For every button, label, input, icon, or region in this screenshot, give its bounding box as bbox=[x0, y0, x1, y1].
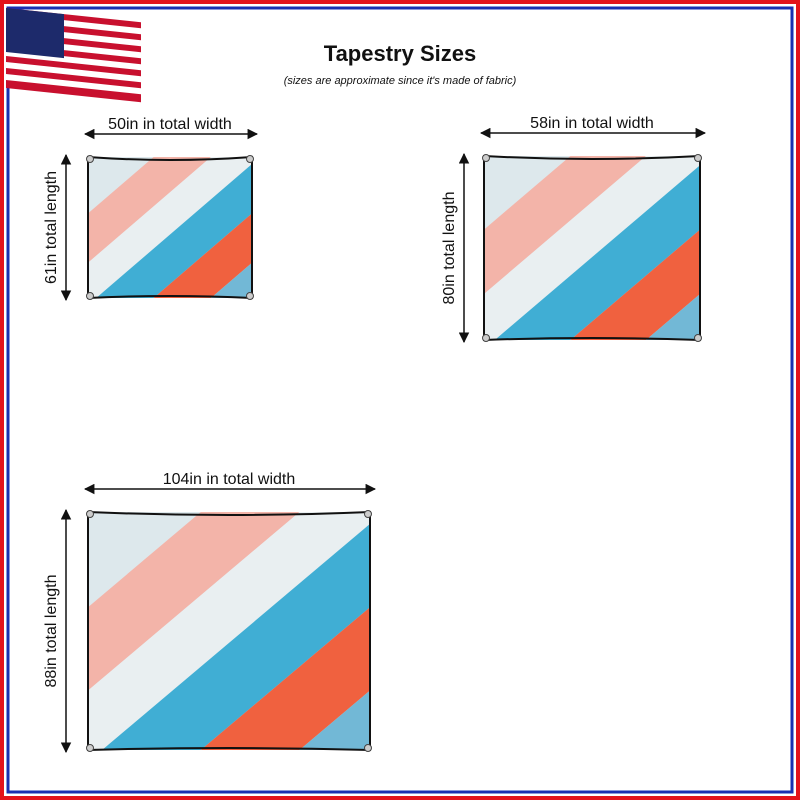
grommet bbox=[482, 334, 490, 342]
tapestry-size: 50in in total width 61in total length bbox=[43, 116, 259, 302]
grommet bbox=[364, 744, 372, 752]
tapestry bbox=[88, 512, 370, 750]
flag bbox=[6, 8, 141, 103]
tapestry bbox=[484, 156, 700, 340]
grommet bbox=[364, 510, 372, 518]
grommet bbox=[694, 154, 702, 162]
width-label: 104in in total width bbox=[163, 471, 296, 488]
grommet bbox=[246, 155, 254, 163]
subtitle: (sizes are approximate since it's made o… bbox=[284, 75, 517, 87]
tapestry bbox=[88, 157, 252, 298]
grommet bbox=[86, 155, 94, 163]
grommet bbox=[482, 154, 490, 162]
frame-blue bbox=[6, 6, 794, 794]
grommet bbox=[86, 292, 94, 300]
length-label: 80in total length bbox=[441, 192, 458, 305]
tapestry-size: 58in in total width 80in total length bbox=[441, 115, 707, 344]
width-label: 50in in total width bbox=[108, 116, 232, 133]
grommet bbox=[246, 292, 254, 300]
grommet bbox=[86, 510, 94, 518]
tapestry-size: 104in in total width 88in total length bbox=[43, 471, 377, 754]
grommet bbox=[86, 744, 94, 752]
width-label: 58in in total width bbox=[530, 115, 654, 132]
length-label: 61in total length bbox=[43, 171, 60, 284]
length-label: 88in total length bbox=[43, 575, 60, 688]
grommet bbox=[694, 334, 702, 342]
title: Tapestry Sizes bbox=[324, 41, 476, 66]
